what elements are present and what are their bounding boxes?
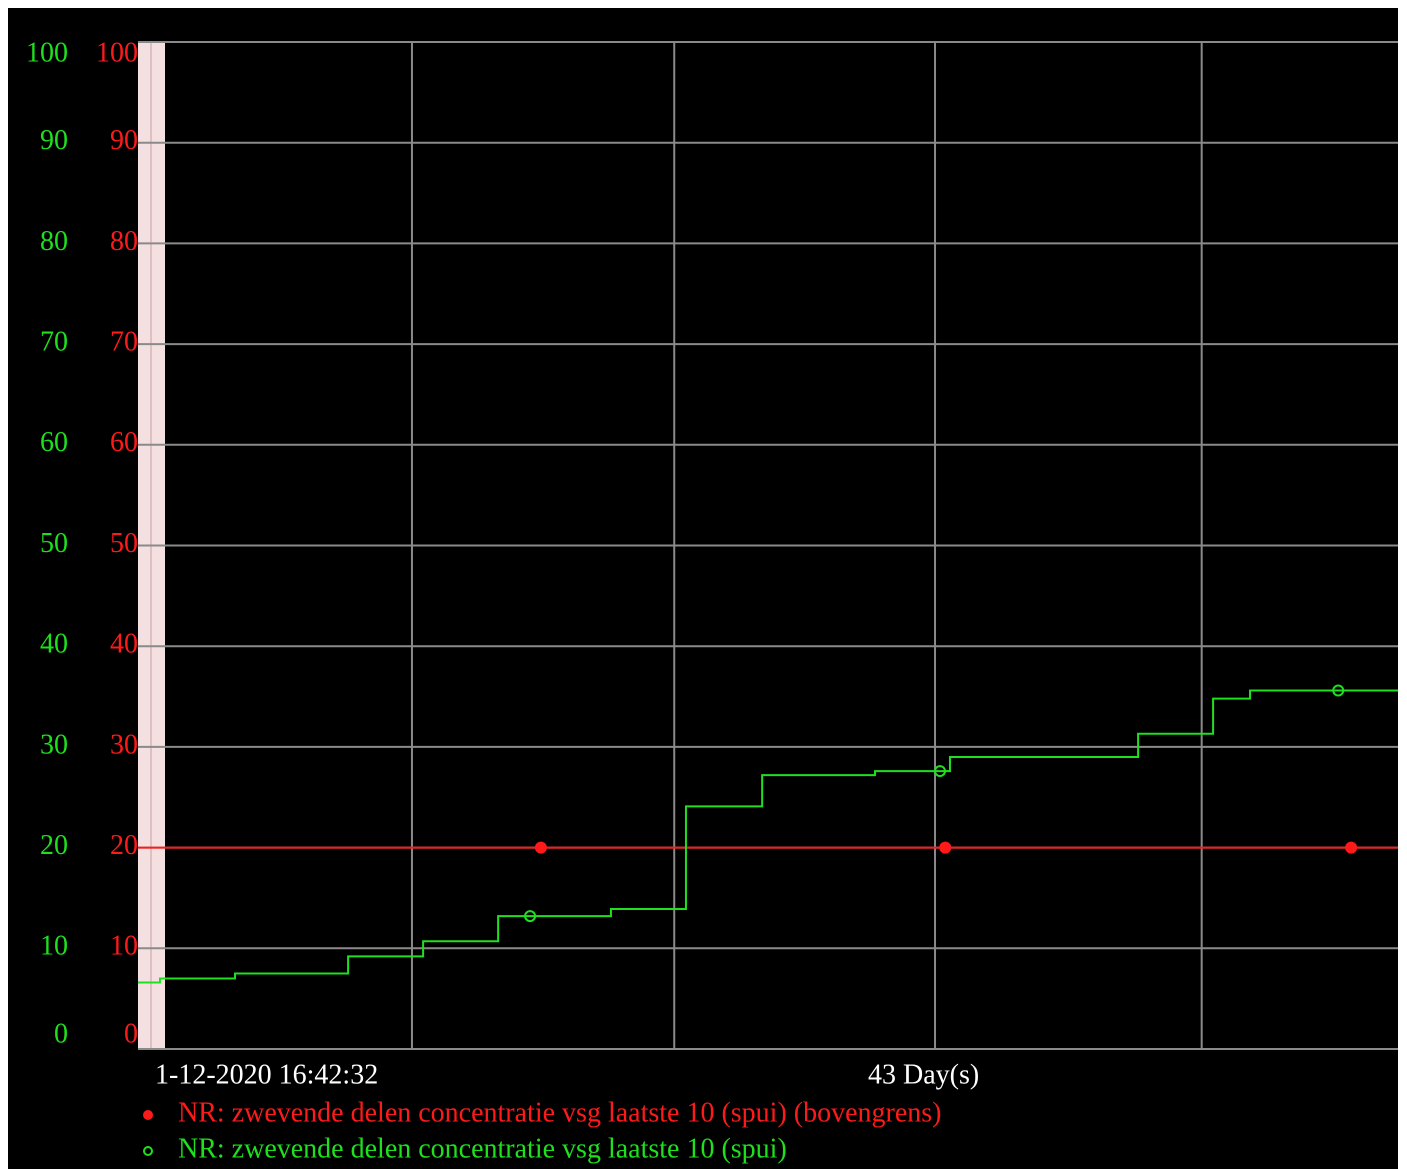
y-tick-label: 10: [40, 931, 68, 962]
y-tick-label: 20: [40, 830, 68, 861]
y2-tick-label: 70: [110, 327, 138, 358]
series-marker: [524, 910, 537, 923]
series-marker: [939, 841, 952, 854]
legend-label: NR: zwevende delen concentratie vsg laat…: [178, 1097, 942, 1128]
series-line: [138, 689, 1398, 984]
legend-marker: [143, 1110, 153, 1120]
y2-tick-label: 60: [110, 427, 138, 458]
y-tick-label: 40: [40, 629, 68, 660]
y-tick-label: 80: [40, 226, 68, 257]
series-marker: [1345, 841, 1358, 854]
y2-tick-label: 30: [110, 729, 138, 760]
series-marker: [934, 765, 947, 778]
y2-tick-label: 10: [110, 931, 138, 962]
y2-tick-label: 90: [110, 125, 138, 156]
y2-tick-label: 0: [124, 1018, 138, 1049]
series-marker: [534, 841, 547, 854]
y2-tick-label: 80: [110, 226, 138, 257]
y2-tick-label: 40: [110, 629, 138, 660]
background: [8, 8, 1398, 1169]
y-tick-label: 30: [40, 729, 68, 760]
x-start-label: 1-12-2020 16:42:32: [155, 1059, 378, 1090]
y-tick-label: 100: [26, 37, 68, 68]
legend-label: NR: zwevende delen concentratie vsg laat…: [178, 1133, 787, 1164]
y-tick-label: 90: [40, 125, 68, 156]
series-marker: [1332, 684, 1345, 697]
legend-marker: [143, 1146, 153, 1156]
y-tick-label: 0: [54, 1018, 68, 1049]
y2-tick-label: 20: [110, 830, 138, 861]
y2-tick-label: 100: [96, 37, 138, 68]
y2-tick-label: 50: [110, 528, 138, 559]
y-tick-label: 60: [40, 427, 68, 458]
x-span-label: 43 Day(s): [868, 1059, 979, 1090]
y-tick-label: 70: [40, 327, 68, 358]
y-tick-label: 50: [40, 528, 68, 559]
